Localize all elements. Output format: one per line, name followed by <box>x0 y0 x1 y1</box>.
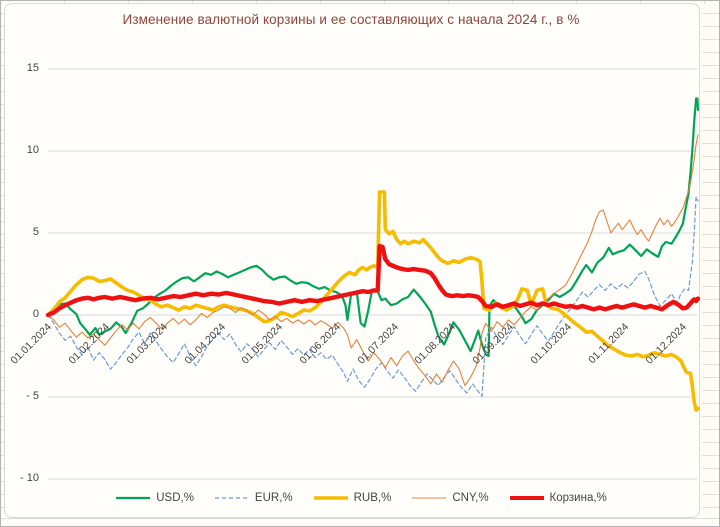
legend-label: USD,% <box>156 492 194 504</box>
legend-line-sample <box>313 496 348 500</box>
y-axis-tick-label: - 10 <box>20 472 39 484</box>
legend-label: EUR,% <box>254 492 293 504</box>
series-line-CNY[interactable] <box>47 134 699 387</box>
legend-line-sample <box>116 496 151 500</box>
legend-line-sample <box>509 496 544 500</box>
series-line-RUB[interactable] <box>46 190 700 412</box>
y-axis-tick-label: 10 <box>26 144 39 156</box>
chart-title: Изменение валютной корзины и ее составля… <box>122 12 580 27</box>
y-axis-tick-label: 15 <box>26 62 39 74</box>
legend-label: Корзина,% <box>549 492 607 504</box>
chart-legend: USD,% EUR,% RUB,% CNY,% Корзина,% <box>1 492 719 504</box>
legend-line-sample <box>412 497 447 499</box>
y-axis-tick-label: 0 <box>32 308 39 320</box>
legend-item-CNY[interactable]: CNY,% <box>411 492 489 504</box>
chart-object-frame[interactable] <box>4 3 700 518</box>
legend-label: CNY,% <box>452 492 489 504</box>
series-line-Корзина[interactable] <box>45 243 701 318</box>
legend-line-sample <box>214 497 249 499</box>
series-line-USD[interactable] <box>46 97 700 358</box>
legend-item-Корзина[interactable]: Корзина,% <box>509 492 607 504</box>
legend-label: RUB,% <box>353 492 392 504</box>
y-axis-tick-label: 5 <box>32 226 39 238</box>
y-axis-tick-label: - 5 <box>26 390 39 402</box>
legend-item-USD[interactable]: USD,% <box>115 492 194 504</box>
legend-item-RUB[interactable]: RUB,% <box>313 492 392 504</box>
legend-item-EUR[interactable]: EUR,% <box>214 492 293 504</box>
